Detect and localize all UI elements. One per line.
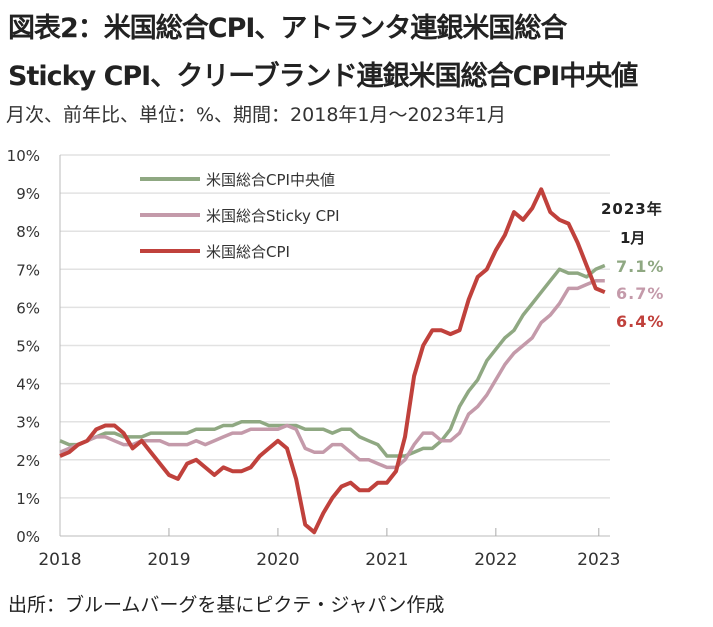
end-value-label: 7.1%	[616, 257, 664, 276]
legend-label: 米国総合CPI中央値	[206, 171, 335, 189]
source-note: 出所：ブルームバーグを基にピクテ・ジャパン作成	[8, 594, 445, 616]
y-tick-label: 10%	[7, 147, 40, 165]
title-line-1: 図表2：米国総合CPI、アトランタ連銀米国総合	[8, 13, 567, 44]
y-tick-label: 1%	[16, 490, 40, 508]
x-tick-label: 2023	[577, 550, 620, 570]
y-tick-label: 9%	[16, 185, 40, 203]
y-tick-label: 7%	[16, 261, 40, 279]
y-tick-label: 6%	[16, 299, 40, 317]
title-line-2: Sticky CPI、クリーブランド連銀米国総合CPI中央値	[8, 61, 638, 92]
end-value-label: 6.7%	[616, 284, 664, 303]
end-label-year: 2023年	[601, 200, 663, 218]
legend-label: 米国総合Sticky CPI	[206, 207, 340, 225]
x-tick-label: 2021	[365, 550, 408, 570]
series-line	[59, 263, 606, 458]
series-line	[59, 278, 605, 470]
series-line	[59, 187, 606, 535]
y-tick-label: 4%	[16, 376, 40, 394]
x-tick-label: 2020	[256, 550, 299, 570]
legend-label: 米国総合CPI	[206, 243, 290, 261]
x-tick-label: 2019	[147, 550, 190, 570]
x-tick-label: 2018	[38, 550, 81, 570]
y-tick-label: 0%	[16, 528, 40, 546]
y-tick-label: 3%	[16, 414, 40, 432]
end-label-month: 1月	[620, 229, 645, 247]
subtitle: 月次、前年比、単位：%、期間：2018年1月～2023年1月	[6, 104, 506, 126]
x-tick-label: 2022	[474, 550, 517, 570]
y-tick-label: 8%	[16, 223, 40, 241]
y-tick-label: 5%	[16, 338, 40, 356]
end-value-label: 6.4%	[616, 312, 664, 331]
y-tick-label: 2%	[16, 452, 40, 470]
